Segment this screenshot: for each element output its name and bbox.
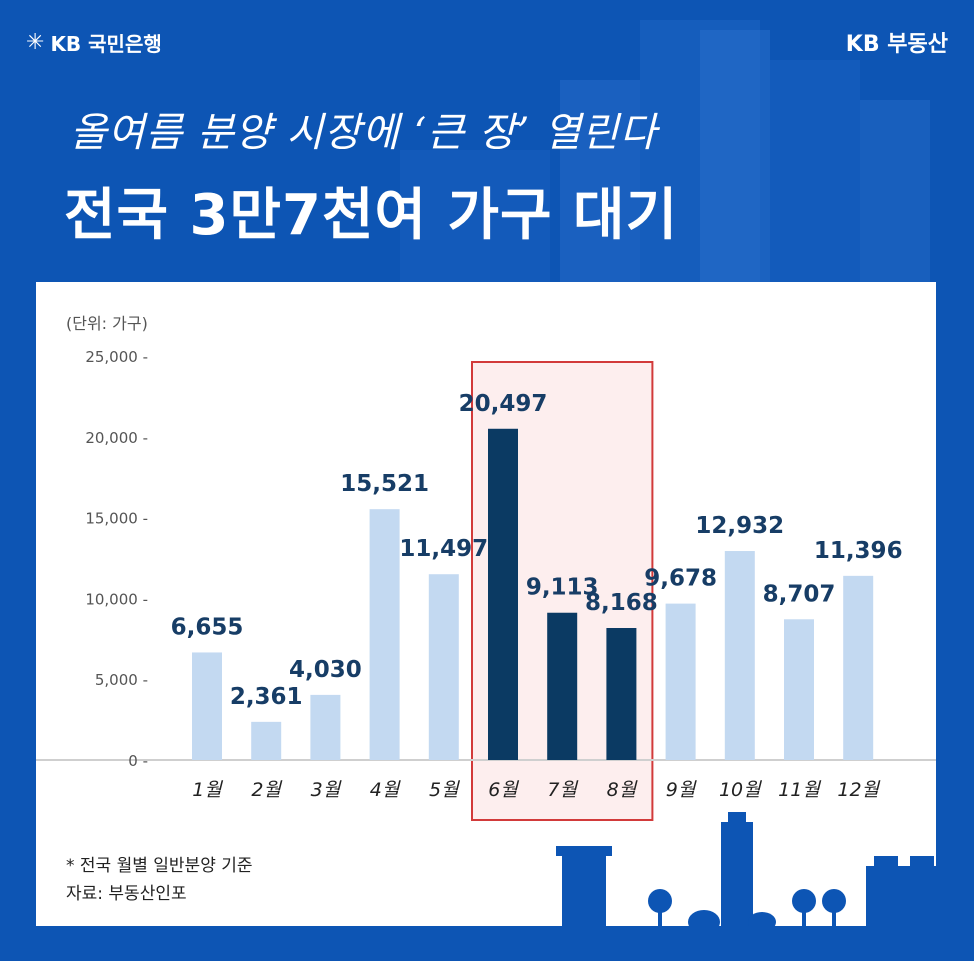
- data-label: 15,521: [340, 471, 429, 497]
- footnote-source: 자료: 부동산인포: [66, 884, 187, 904]
- data-label: 20,497: [459, 391, 548, 417]
- x-tick-label: 2월: [251, 779, 282, 801]
- bar-chart: 0 - 5,000 - 10,000 - 15,000 - 20,000 - 25,000…: [36, 348, 936, 821]
- bar: [547, 612, 578, 760]
- bar: [606, 628, 637, 760]
- x-tick-label: 4월: [370, 779, 401, 801]
- x-tick-label: 3월: [311, 779, 342, 801]
- bar: [665, 603, 696, 760]
- data-label: 9,678: [644, 566, 717, 592]
- kb-star-icon: ✳: [26, 30, 45, 55]
- x-tick-label: 5월: [429, 779, 460, 801]
- y-tick-label: 10,000 -: [85, 590, 148, 608]
- data-label: 8,707: [763, 581, 836, 607]
- data-label: 6,655: [171, 614, 244, 640]
- data-label: 4,030: [289, 657, 362, 683]
- kb-kookmin-bank-text: KB 국민은행: [50, 32, 162, 56]
- footnote-note: * 전국 월별 일반분양 기준: [66, 856, 253, 876]
- x-tick-label: 7월: [547, 779, 578, 801]
- footnote: * 전국 월별 일반분양 기준 자료: 부동산인포: [66, 852, 253, 908]
- data-label: 8,168: [585, 590, 658, 616]
- headline-subtitle: 올여름 분양 시장에 ‘큰 장’ 열린다: [70, 110, 658, 156]
- bar: [724, 551, 755, 760]
- x-tick-label: 1월: [192, 779, 223, 801]
- y-tick-label: 20,000 -: [85, 429, 148, 447]
- headline-title: 전국 3만7천여 가구 대기: [64, 183, 679, 248]
- y-tick-label: 0 -: [128, 752, 148, 770]
- kb-kookmin-bank-logo: ✳ KB 국민은행: [26, 28, 162, 57]
- x-tick-label: 9월: [666, 779, 697, 801]
- x-tick-label: 12월: [837, 779, 880, 801]
- data-label: 9,113: [526, 575, 599, 601]
- bar: [251, 721, 282, 760]
- bar: [369, 509, 400, 760]
- kb-real-estate-logo: KB 부동산: [845, 32, 948, 57]
- y-tick-label: 25,000 -: [85, 348, 148, 366]
- x-tick-label: 8월: [607, 779, 638, 801]
- skyline-illustration: [556, 812, 936, 926]
- x-tick-label: 11월: [778, 779, 821, 801]
- data-label: 11,396: [814, 538, 903, 564]
- y-tick-label: 5,000 -: [95, 671, 148, 689]
- y-tick-label: 15,000 -: [85, 510, 148, 528]
- bar: [784, 619, 814, 760]
- bar: [488, 428, 518, 760]
- x-tick-label: 6월: [488, 779, 519, 801]
- unit-label: (단위: 가구): [66, 314, 148, 333]
- bar: [192, 652, 222, 760]
- data-label: 2,361: [230, 684, 303, 710]
- bar: [843, 575, 874, 760]
- x-tick-label: 10월: [719, 779, 762, 801]
- background-buildings: [400, 20, 930, 290]
- bar: [310, 694, 341, 760]
- bar: [428, 574, 459, 760]
- data-label: 11,497: [399, 536, 488, 562]
- data-label: 12,932: [695, 513, 784, 539]
- chart-panel: (단위: 가구) 0 - 5,000 - 10,000 - 15,000 - 20,00…: [36, 282, 936, 926]
